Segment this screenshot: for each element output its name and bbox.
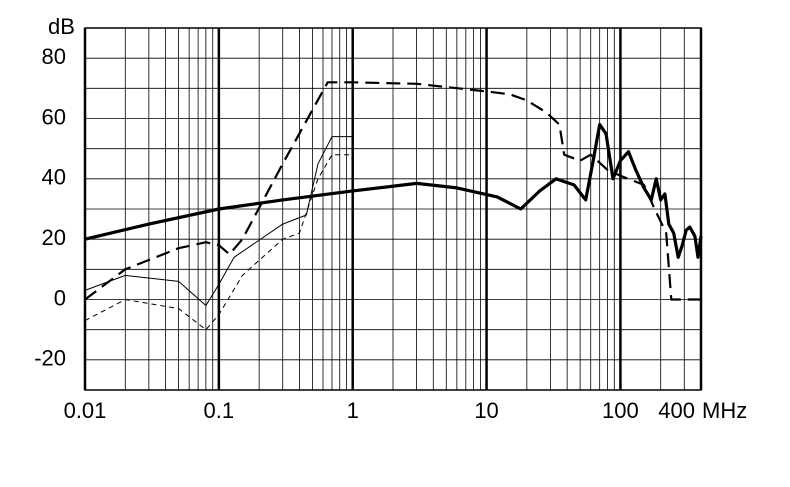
y-tick-label: 20 [42,225,66,250]
y-tick-label: 40 [42,165,66,190]
y-tick-label: 80 [42,44,66,69]
y-tick-label: 60 [42,104,66,129]
data-line [84,122,703,259]
x-tick-label: 400 [658,398,695,423]
plot-frame [84,27,702,391]
y-axis-label: dB [48,14,75,39]
data-line [84,154,353,331]
x-tick-label: 0.1 [204,398,235,423]
data-line [84,81,701,301]
x-axis-label: MHz [702,398,747,423]
data-line [84,136,353,306]
y-tick-label: -20 [34,346,66,371]
y-tick-label: 0 [54,285,66,310]
x-tick-label: 1 [347,398,359,423]
x-tick-label: 0.01 [64,398,107,423]
x-tick-label: 10 [474,398,498,423]
x-tick-label: 100 [602,398,639,423]
